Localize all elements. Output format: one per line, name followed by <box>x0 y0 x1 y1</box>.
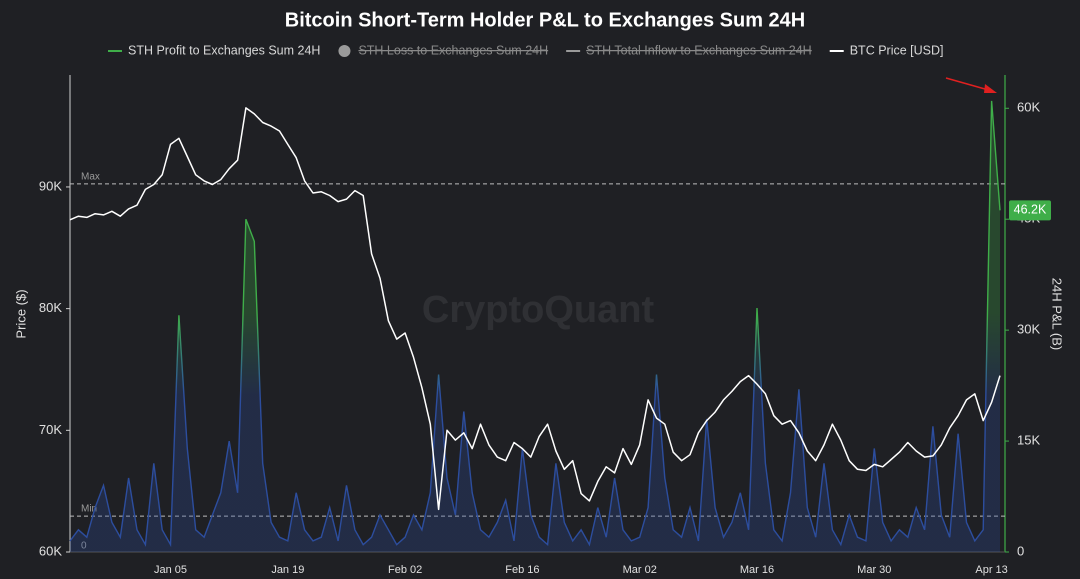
legend-marker <box>338 45 351 57</box>
legend-label: STH Profit to Exchanges Sum 24H <box>128 43 320 57</box>
legend-item: STH Loss to Exchanges Sum 24H <box>338 43 548 57</box>
legend-label: BTC Price [USD] <box>850 43 944 57</box>
x-tick-label: Apr 13 <box>975 564 1007 576</box>
y2-tick-label: 0 <box>1017 543 1024 558</box>
legend-label: STH Total Inflow to Exchanges Sum 24H <box>586 43 812 57</box>
legend-label: STH Loss to Exchanges Sum 24H <box>358 43 548 57</box>
y2-tick-label: 15K <box>1017 433 1040 448</box>
last-value-label: 46.2K <box>1014 203 1047 217</box>
y2-tick-label: 60K <box>1017 100 1040 115</box>
x-tick-label: Jan 05 <box>154 564 187 576</box>
annotation-arrow-head <box>984 84 997 93</box>
reference-label: Max <box>81 172 100 183</box>
y2-tick-label: 30K <box>1017 322 1040 337</box>
y-axis-label: Price ($) <box>13 289 28 338</box>
y-tick-label: 70K <box>39 422 62 437</box>
x-tick-label: Mar 16 <box>740 564 774 576</box>
line <box>69 107 1001 511</box>
reference-label: Min <box>81 504 97 515</box>
area <box>70 100 1000 553</box>
y-tick-label: 90K <box>39 178 62 193</box>
line <box>69 100 1001 548</box>
x-tick-label: Jan 19 <box>271 564 304 576</box>
annotation-arrow <box>945 77 993 92</box>
legend-item: STH Profit to Exchanges Sum 24H <box>108 43 320 57</box>
legend-item: STH Total Inflow to Exchanges Sum 24H <box>566 43 812 57</box>
y-tick-label: 80K <box>39 300 62 315</box>
x-tick-label: Mar 30 <box>857 564 891 576</box>
y2-axis-label: 24H P&L (B) <box>1050 278 1065 351</box>
x-tick-label: Feb 16 <box>505 564 539 576</box>
y-tick-label: 60K <box>39 543 62 558</box>
legend-item: BTC Price [USD] <box>829 43 944 57</box>
x-tick-label: Mar 02 <box>623 564 657 576</box>
x-tick-label: Feb 02 <box>388 564 422 576</box>
chart-title: Bitcoin Short-Term Holder P&L to Exchang… <box>285 9 805 31</box>
last-value-box <box>1009 200 1051 221</box>
legend: STH Profit to Exchanges Sum 24H STH Loss … <box>108 43 943 57</box>
watermark: CryptoQuant <box>422 289 655 331</box>
